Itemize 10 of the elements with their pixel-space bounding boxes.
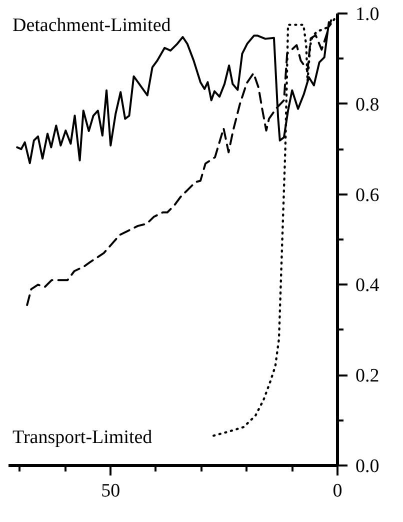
annotation: Transport-Limited (12, 427, 153, 448)
y-tick-label: 1.0 (356, 4, 380, 25)
x-tick-label: 50 (101, 480, 120, 502)
x-tick-label: 0 (332, 480, 342, 502)
y-tick-label: 0.6 (356, 184, 380, 206)
y-tick-label: 0.2 (356, 366, 380, 387)
y-tick-label: 0.8 (356, 94, 380, 116)
y-tick-label: 0.4 (356, 275, 380, 296)
annotation: Detachment-Limited (12, 15, 172, 36)
y-tick-label: 0.0 (356, 456, 380, 477)
